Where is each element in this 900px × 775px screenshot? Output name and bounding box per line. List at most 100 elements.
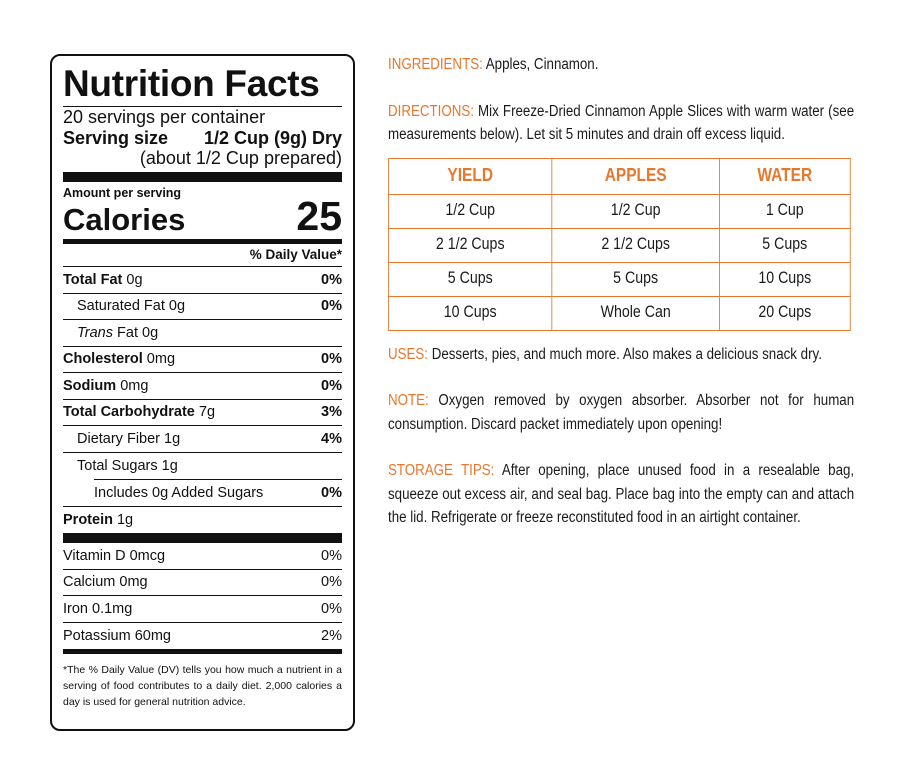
nutrient-label: Vitamin D 0mcg bbox=[63, 547, 166, 564]
sugars-divider bbox=[94, 479, 342, 480]
uses-text: Desserts, pies, and much more. Also make… bbox=[431, 345, 822, 363]
nutrient-row-trans-fat: Trans Fat 0g bbox=[63, 320, 342, 347]
nutrient-label: Dietary Fiber 1g bbox=[77, 430, 181, 447]
product-info: INGREDIENTS: Apples, Cinnamon. DIRECTION… bbox=[387, 53, 854, 530]
table-cell: 1 Cup bbox=[718, 193, 851, 229]
nutrient-label: Cholesterol bbox=[63, 351, 143, 368]
ingredients-text: Apples, Cinnamon. bbox=[485, 56, 599, 73]
note-label: NOTE: bbox=[388, 392, 429, 409]
calories-value: 25 bbox=[296, 193, 342, 239]
nutrient-row-added-sugars: Includes 0g Added Sugars 0% bbox=[63, 480, 342, 507]
nutrient-label: Total Carbohydrate bbox=[63, 404, 195, 421]
uses-label: USES: bbox=[388, 345, 429, 363]
nutrient-amount: 0mg bbox=[120, 377, 149, 394]
nutrient-dv: 2% bbox=[321, 627, 342, 644]
nutrient-row-potassium: Potassium 60mg 2% bbox=[63, 623, 342, 650]
nutrient-label: Total Sugars 1g bbox=[77, 457, 178, 474]
trans-amount: Fat 0g bbox=[117, 324, 159, 341]
table-row: 5 Cups 5 Cups 10 Cups bbox=[387, 261, 851, 297]
nutrient-label: Saturated Fat 0g bbox=[77, 298, 186, 315]
nutrient-row-iron: Iron 0.1mg 0% bbox=[63, 596, 342, 623]
medium-divider bbox=[63, 649, 342, 654]
nutrition-title: Nutrition Facts bbox=[63, 63, 320, 104]
nutrient-dv: 0% bbox=[321, 377, 342, 394]
nutrient-row-vitamin-d: Vitamin D 0mcg 0% bbox=[63, 543, 342, 570]
medium-divider bbox=[63, 239, 342, 244]
nutrient-dv: 0% bbox=[321, 298, 342, 315]
table-cell: 5 Cups bbox=[387, 261, 553, 297]
daily-value-footnote: *The % Daily Value (DV) tells you how mu… bbox=[63, 664, 342, 708]
table-cell: 1/2 Cup bbox=[387, 193, 553, 229]
table-header: YIELD bbox=[387, 157, 553, 195]
nutrient-label: Total Fat bbox=[63, 271, 123, 288]
prepared-amount: (about 1/2 Cup prepared) bbox=[139, 148, 342, 168]
table-cell: 5 Cups bbox=[551, 261, 720, 297]
note-text: Oxygen removed by oxygen absorber. Absor… bbox=[388, 392, 855, 433]
nutrient-dv: 0% bbox=[321, 484, 342, 501]
table-row: 2 1/2 Cups 2 1/2 Cups 5 Cups bbox=[387, 227, 851, 263]
thick-divider bbox=[63, 172, 342, 182]
directions-label: DIRECTIONS: bbox=[388, 102, 474, 120]
serving-size-value: 1/2 Cup (9g) Dry bbox=[203, 128, 342, 148]
directions-section: DIRECTIONS: Mix Freeze-Dried Cinnamon Ap… bbox=[388, 100, 854, 147]
nutrient-amount: 0g bbox=[126, 271, 143, 288]
table-cell: 10 Cups bbox=[718, 261, 851, 297]
serving-size: Serving size 1/2 Cup (9g) Dry bbox=[63, 128, 342, 148]
table-cell: 10 Cups bbox=[387, 295, 553, 331]
servings-per-container: 20 servings per container bbox=[63, 107, 266, 127]
yield-table: YIELD APPLES WATER 1/2 Cup 1/2 Cup 1 Cup… bbox=[387, 157, 851, 331]
table-cell: 1/2 Cup bbox=[551, 193, 720, 229]
nutrient-amount: 0mg bbox=[146, 351, 176, 368]
nutrient-row-cholesterol: Cholesterol 0mg 0% bbox=[63, 347, 342, 373]
ingredients-section: INGREDIENTS: Apples, Cinnamon. bbox=[388, 53, 854, 77]
divider bbox=[63, 106, 342, 107]
calories-label: Calories bbox=[63, 202, 186, 237]
calories-row: Calories 25 bbox=[63, 193, 342, 239]
uses-section: USES: Desserts, pies, and much more. Als… bbox=[388, 343, 854, 367]
nutrient-dv: 0% bbox=[321, 600, 342, 617]
nutrient-dv: 0% bbox=[321, 351, 342, 368]
thick-divider bbox=[63, 533, 342, 543]
directions-text: Mix Freeze-Dried Cinnamon Apple Slices w… bbox=[388, 102, 855, 144]
nutrient-row-saturated-fat: Saturated Fat 0g 0% bbox=[63, 294, 342, 320]
trans-label: Trans bbox=[77, 324, 113, 341]
nutrient-row-protein: Protein 1g bbox=[63, 507, 342, 534]
serving-size-label: Serving size bbox=[63, 128, 169, 148]
table-cell: 5 Cups bbox=[718, 227, 851, 263]
note-section: NOTE: Oxygen removed by oxygen absorber.… bbox=[388, 389, 854, 436]
nutrient-amount: 1g bbox=[116, 511, 134, 528]
nutrient-row-total-sugars: Total Sugars 1g bbox=[63, 453, 342, 480]
nutrient-dv: 3% bbox=[321, 404, 342, 421]
ingredients-label: INGREDIENTS: bbox=[388, 56, 483, 73]
table-header-row: YIELD APPLES WATER bbox=[387, 157, 851, 195]
nutrient-label: Iron 0.1mg bbox=[63, 600, 133, 617]
nutrient-row-sodium: Sodium 0mg 0% bbox=[63, 373, 342, 400]
nutrient-label: Sodium bbox=[63, 377, 117, 394]
table-row: 1/2 Cup 1/2 Cup 1 Cup bbox=[387, 193, 851, 229]
nutrient-label: Protein bbox=[63, 511, 113, 528]
storage-label: STORAGE TIPS: bbox=[388, 462, 495, 479]
nutrient-dv: 0% bbox=[321, 547, 342, 564]
nutrient-row-calcium: Calcium 0mg 0% bbox=[63, 570, 342, 596]
nutrient-dv: 4% bbox=[321, 430, 342, 447]
nutrition-facts-panel: Nutrition Facts 20 servings per containe… bbox=[50, 54, 355, 731]
nutrient-row-total-fat: Total Fat 0g 0% bbox=[63, 267, 342, 294]
storage-section: STORAGE TIPS: After opening, place unuse… bbox=[388, 459, 854, 530]
nutrient-label: Includes 0g Added Sugars bbox=[94, 484, 264, 501]
table-header: APPLES bbox=[551, 157, 720, 195]
table-cell: 20 Cups bbox=[718, 295, 851, 331]
table-cell: 2 1/2 Cups bbox=[387, 227, 553, 263]
storage-text: After opening, place unused food in a re… bbox=[388, 462, 855, 526]
table-header: WATER bbox=[718, 157, 851, 195]
nutrient-dv: 0% bbox=[321, 574, 342, 591]
nutrient-row-total-carbohydrate: Total Carbohydrate 7g 3% bbox=[63, 400, 342, 426]
amount-per-serving: Amount per serving bbox=[63, 186, 182, 200]
table-cell: 2 1/2 Cups bbox=[551, 227, 720, 263]
table-row: 10 Cups Whole Can 20 Cups bbox=[387, 295, 851, 331]
nutrient-row-dietary-fiber: Dietary Fiber 1g 4% bbox=[63, 426, 342, 453]
nutrient-label: Potassium 60mg bbox=[63, 627, 171, 644]
nutrient-amount: 7g bbox=[198, 404, 216, 421]
nutrient-dv: 0% bbox=[321, 271, 342, 288]
daily-value-header: % Daily Value* bbox=[63, 244, 342, 267]
nutrient-label: Calcium 0mg bbox=[63, 574, 148, 591]
